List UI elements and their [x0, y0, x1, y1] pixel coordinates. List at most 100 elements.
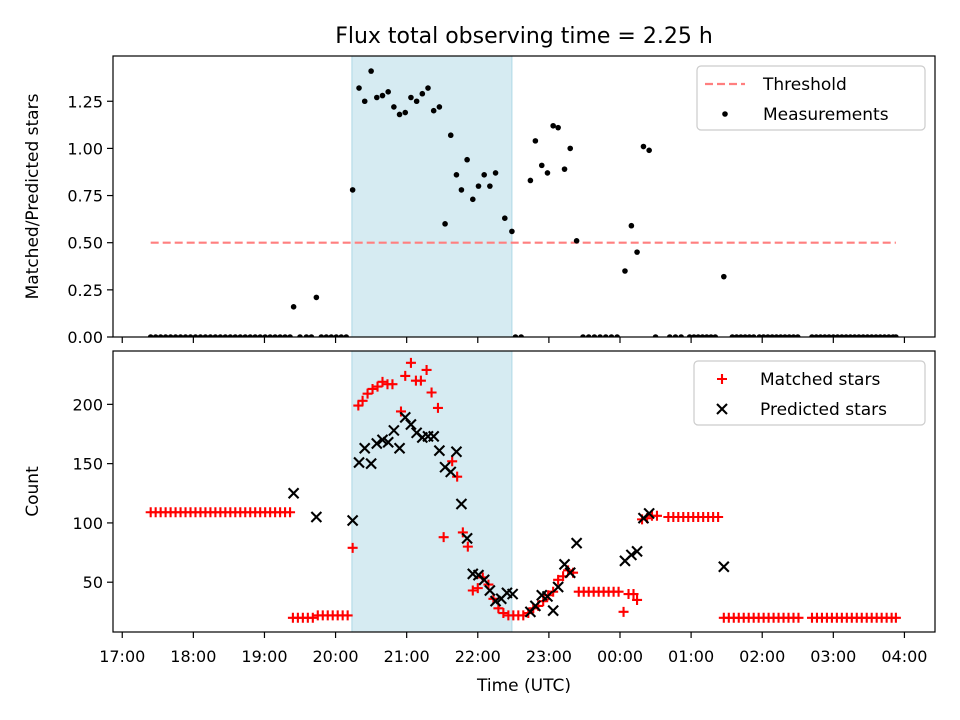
measurement-point — [733, 334, 740, 337]
measurement-point — [826, 334, 832, 337]
series-measurements — [147, 68, 899, 337]
measurement-point — [267, 334, 273, 337]
measurement-point — [262, 334, 268, 337]
measurement-point — [634, 249, 640, 255]
matched-point — [651, 510, 662, 521]
y-tick-label: 1.25 — [67, 92, 103, 111]
predicted-point — [365, 457, 377, 470]
plot-area — [145, 351, 901, 632]
predicted-point — [405, 418, 417, 431]
predicted-point — [455, 498, 468, 510]
predicted-point — [564, 566, 576, 579]
x-tick-label: 23:00 — [526, 647, 572, 666]
measurement-point — [419, 90, 426, 97]
measurement-point — [458, 187, 465, 193]
predicted-point — [461, 532, 473, 545]
measurement-point — [413, 98, 420, 105]
measurement-point — [453, 172, 460, 178]
measurement-point — [614, 334, 620, 337]
measurement-point — [628, 222, 635, 229]
matched-point — [632, 594, 643, 605]
measurement-point — [873, 334, 879, 337]
measurement-point — [197, 334, 204, 337]
matched-point — [426, 387, 437, 398]
matched-point — [357, 395, 368, 406]
measurement-point — [567, 145, 574, 152]
y-tick-label: 1.00 — [67, 139, 103, 158]
measurement-point — [760, 334, 767, 337]
x-tick-label: 20:00 — [313, 647, 359, 666]
legend-box — [696, 65, 926, 131]
measurement-point — [885, 334, 892, 337]
measurement-point — [608, 334, 615, 337]
measurement-point — [868, 334, 875, 337]
measurement-point — [202, 334, 209, 337]
measurement-point — [374, 94, 380, 101]
measurement-point — [591, 334, 598, 337]
measurement-point — [538, 162, 545, 169]
matched-point — [438, 532, 449, 543]
measurement-point — [809, 334, 815, 337]
matched-point — [618, 606, 629, 617]
predicted-point — [382, 436, 394, 449]
measurement-point — [527, 177, 534, 184]
measurement-point — [646, 147, 652, 154]
predicted-point — [450, 446, 463, 458]
measurement-point — [678, 334, 684, 337]
measurement-point — [328, 334, 335, 337]
legend-matched-swatch — [717, 374, 727, 384]
matched-point — [421, 364, 432, 375]
predicted-point — [484, 584, 496, 597]
measurement-point — [750, 334, 757, 337]
matched-point — [285, 507, 296, 518]
legend-label: Matched stars — [760, 370, 880, 390]
measurement-point — [821, 334, 828, 337]
measurement-point — [856, 334, 862, 337]
legend-label: Threshold — [762, 75, 847, 95]
matched-point — [613, 586, 624, 597]
predicted-point — [287, 487, 300, 500]
predicted-point — [433, 444, 446, 457]
measurement-point — [162, 334, 169, 337]
series-matched-stars — [145, 357, 901, 623]
measurement-point — [817, 334, 824, 337]
measurement-point — [769, 334, 775, 337]
measurement-point — [782, 334, 788, 337]
predicted-point — [310, 511, 323, 523]
measurement-point — [425, 85, 431, 91]
top-panel-ratio: 0.00 0.25 0.50 0.75 1.00 1.25 Matched/Predicte… — [23, 55, 936, 347]
measurement-point — [152, 334, 159, 337]
measurement-point — [338, 334, 345, 337]
x-tick-label: 00:00 — [597, 647, 643, 666]
measurement-point — [396, 111, 403, 118]
measurement-point — [333, 334, 340, 337]
predicted-point — [346, 514, 359, 527]
measurement-point — [580, 334, 586, 337]
y-tick-label: 50 — [83, 573, 103, 592]
measurement-point — [430, 107, 437, 114]
measurement-point — [290, 304, 297, 310]
measurement-point — [277, 334, 283, 337]
measurement-point — [777, 334, 784, 337]
y-tick-label: 200 — [72, 395, 103, 414]
measurement-point — [794, 334, 801, 337]
measurement-point — [402, 109, 409, 116]
measurement-point — [573, 238, 580, 244]
axes-frame — [112, 55, 936, 338]
measurement-point — [672, 334, 679, 337]
measurement-point — [207, 334, 214, 337]
measurement-point — [834, 334, 841, 337]
matched-point — [405, 357, 416, 368]
measurement-point — [192, 334, 199, 337]
measurement-point — [212, 334, 219, 337]
matched-point — [347, 542, 358, 553]
matched-point — [447, 456, 458, 467]
measurement-point — [368, 68, 374, 74]
measurement-point — [712, 334, 719, 337]
measurement-point — [252, 334, 259, 337]
measurement-point — [242, 334, 249, 337]
measurement-point — [447, 132, 454, 139]
measurement-point — [699, 334, 706, 337]
x-tick-label: 18:00 — [170, 647, 216, 666]
measurement-point — [157, 334, 164, 337]
